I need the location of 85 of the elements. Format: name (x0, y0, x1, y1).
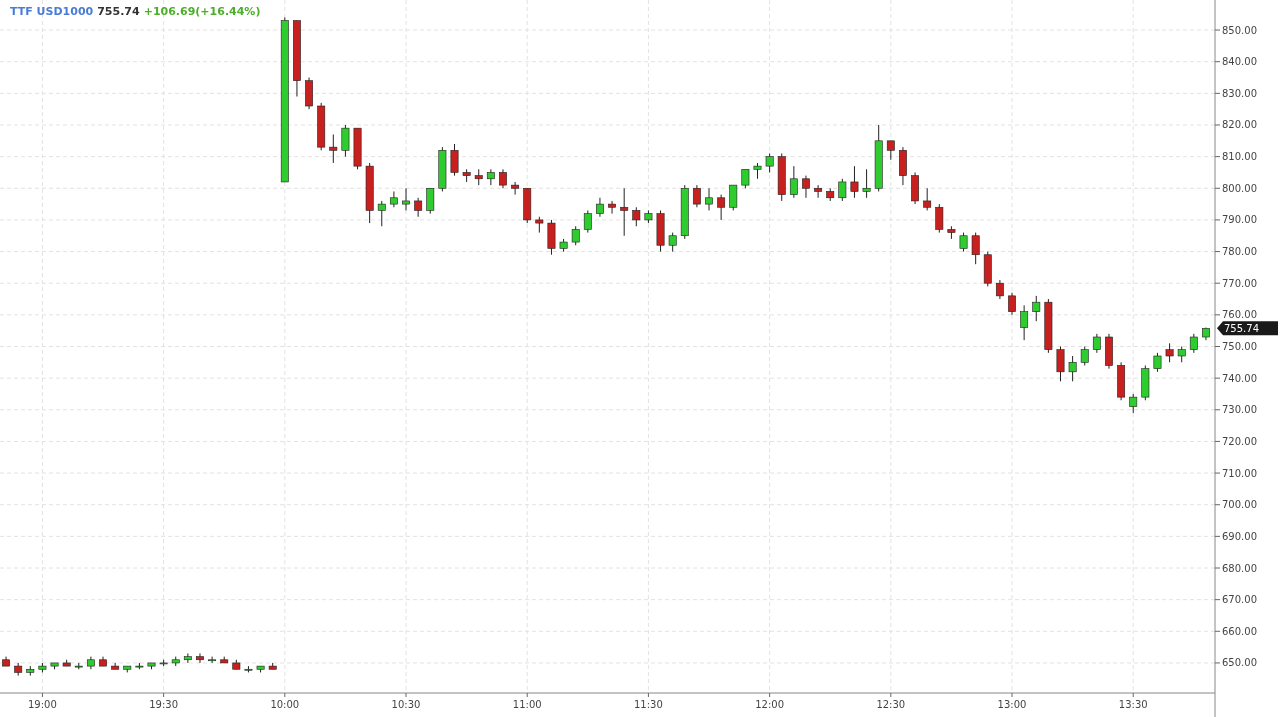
candlestick (1056, 346, 1065, 382)
x-tick-label: 10:30 (391, 699, 421, 710)
candlestick (741, 168, 750, 189)
candlestick (450, 143, 459, 177)
candlestick (1032, 295, 1041, 322)
candlestick (499, 168, 507, 189)
candlestick (1080, 346, 1089, 366)
y-tick-label: 780.00 (1222, 246, 1257, 258)
candlestick (1068, 355, 1077, 382)
annotation: +106.69(+16.44%) (143, 5, 261, 18)
candlestick (802, 175, 810, 199)
candlestick (426, 187, 435, 215)
candlestick (402, 187, 410, 211)
candlestick (596, 197, 604, 218)
candlestick (341, 124, 350, 158)
candlestick (1189, 333, 1198, 354)
candlestick (717, 194, 726, 221)
candlestick (486, 168, 495, 186)
candlestick (196, 652, 204, 664)
y-tick-label: 790.00 (1222, 214, 1257, 226)
y-tick-label: 720.00 (1222, 435, 1257, 447)
x-tick-label: 13:00 (997, 699, 1027, 710)
candlestick (923, 187, 932, 211)
candlestick (1092, 333, 1101, 354)
candlestick (692, 184, 701, 208)
x-tick-label: 12:00 (755, 699, 785, 710)
text: 755.74 (1224, 322, 1259, 334)
y-tick-label: 660.00 (1222, 625, 1257, 637)
x-tick-label: 19:30 (149, 699, 179, 710)
candlestick (511, 181, 520, 196)
y-tick-label: 830.00 (1222, 87, 1257, 99)
candlestick (608, 200, 616, 215)
candlestick (862, 168, 871, 199)
candlestick (729, 184, 738, 211)
y-tick-label: 850.00 (1222, 24, 1257, 36)
x-tick-label: 12:30 (876, 699, 906, 710)
candlestick (814, 184, 823, 199)
y-tick-label: 710.00 (1222, 467, 1257, 479)
y-tick-label: 760.00 (1222, 309, 1257, 321)
candlestick (1020, 304, 1029, 341)
candlestick (208, 656, 217, 664)
candlestick (935, 203, 944, 234)
candlestick (583, 209, 592, 234)
y-tick-label: 770.00 (1222, 277, 1257, 289)
y-tick-label: 810.00 (1222, 151, 1257, 163)
x-tick-label: 19:00 (28, 699, 57, 710)
y-tick-label: 670.00 (1222, 594, 1257, 606)
y-tick-label: 680.00 (1222, 562, 1257, 574)
candlestick (971, 232, 980, 265)
candlestick (1153, 352, 1162, 373)
x-tick-label: 10:00 (270, 699, 300, 710)
y-tick-label: 740.00 (1222, 372, 1257, 384)
candlestick (414, 197, 423, 218)
candlestick (377, 200, 386, 227)
y-tick-label: 690.00 (1222, 530, 1257, 542)
y-tick-label: 730.00 (1222, 404, 1257, 416)
candlestick (850, 165, 859, 199)
candlestick (765, 152, 774, 173)
candlestick (1129, 393, 1138, 414)
candlestick (886, 140, 895, 161)
text: TTF USD1000 (10, 5, 94, 18)
x-tick-label: 13:30 (1118, 699, 1148, 710)
candlestick (995, 279, 1004, 300)
candlestick (571, 225, 580, 246)
candlestick (329, 133, 338, 164)
candlestick (1165, 342, 1174, 363)
candlestick (668, 232, 677, 253)
x-tick-label: 11:00 (512, 699, 542, 710)
y-tick-label: 700.00 (1222, 499, 1257, 511)
candlestick (838, 178, 847, 202)
candlestick (183, 652, 192, 664)
candlestick (959, 232, 968, 253)
y-tick-label: 840.00 (1222, 56, 1257, 68)
candlestick (789, 165, 798, 199)
y-tick-label: 650.00 (1222, 657, 1257, 669)
candlestick (632, 206, 641, 227)
candlestick (389, 190, 398, 208)
candlestick (705, 187, 713, 211)
y-tick-label: 800.00 (1222, 182, 1257, 194)
candlestick (1008, 292, 1016, 316)
y-tick-label: 750.00 (1222, 341, 1257, 352)
x-tick-label: 11:30 (634, 699, 663, 710)
y-tick-label: 820.00 (1222, 119, 1257, 131)
annotation: 755.74 (97, 5, 141, 18)
candlestick (620, 187, 629, 237)
